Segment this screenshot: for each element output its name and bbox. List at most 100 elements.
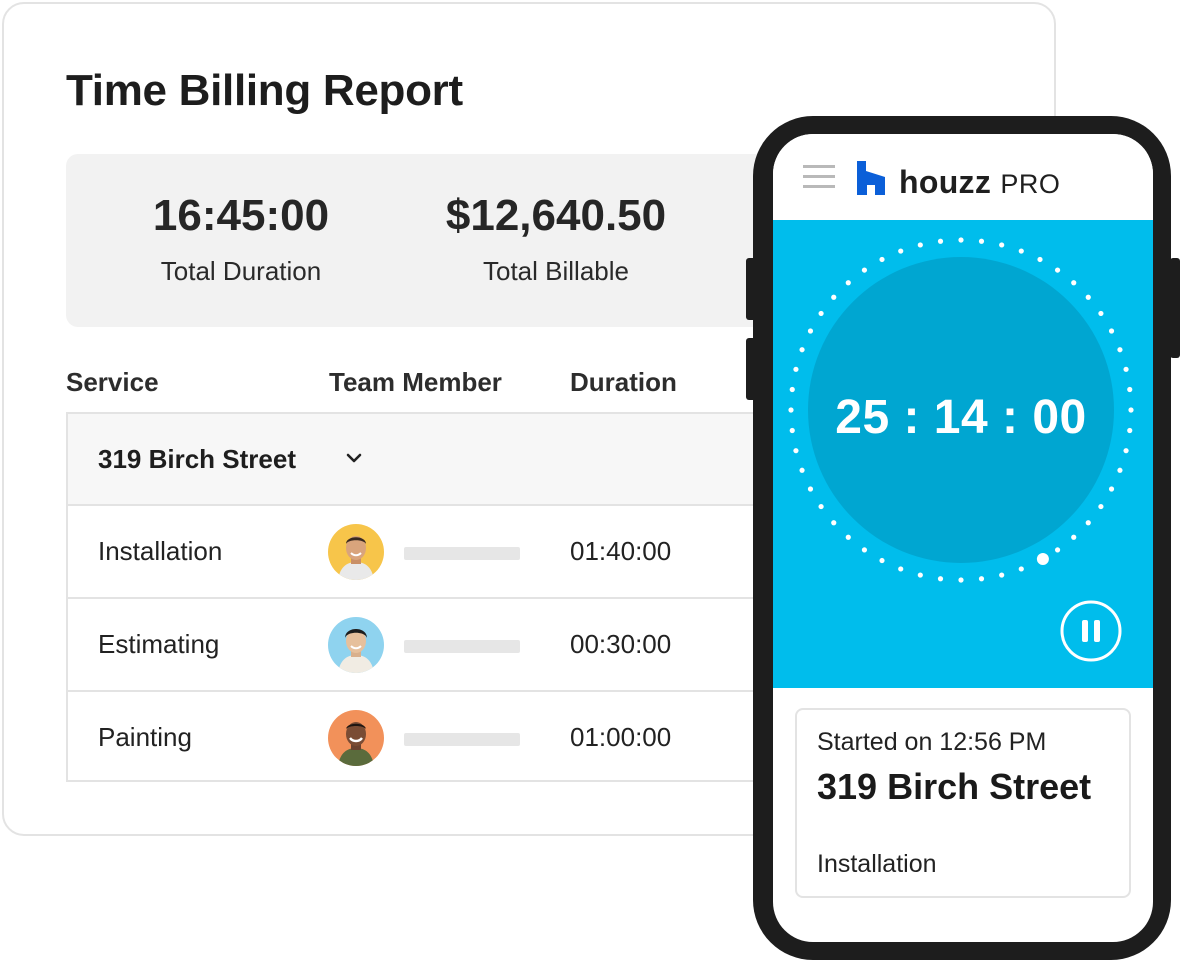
timer-dot (845, 534, 851, 540)
group-row-319-birch-street[interactable]: 319 Birch Street (68, 414, 826, 506)
timer-dot (879, 256, 885, 263)
brand-suffix: PRO (1000, 169, 1061, 199)
timer-dot (793, 366, 799, 372)
avatar (328, 617, 384, 673)
team-member-name-placeholder (404, 640, 520, 653)
timer-dot (1085, 520, 1091, 526)
total-duration-stat: 16:45:00 Total Duration (146, 194, 336, 287)
timer-dot (999, 242, 1005, 248)
total-duration-value: 16:45:00 (152, 191, 330, 240)
timer-dot (818, 503, 824, 510)
timer-dot (1098, 503, 1104, 510)
report-title: Time Billing Report (66, 66, 463, 115)
total-duration-label: Total Duration (160, 256, 322, 286)
timer-dot (807, 486, 814, 492)
timer-dot (879, 557, 885, 564)
timer-dot (861, 547, 868, 553)
timer-dot (958, 237, 964, 243)
app-header: houzz PRO (773, 134, 1153, 220)
timer-progress-dial (788, 237, 1134, 583)
timer-dot (1071, 534, 1077, 540)
timer-dial-face (808, 257, 1114, 563)
timer-dot (1127, 427, 1133, 434)
service-cell: Painting (98, 722, 192, 752)
timer-dot (917, 242, 923, 248)
timer-dot (807, 328, 814, 334)
timer-dot (1018, 248, 1024, 254)
timer-dot (789, 427, 795, 434)
timer-dot (1123, 448, 1129, 454)
pause-icon[interactable] (1060, 600, 1122, 662)
timer-dot (861, 267, 868, 273)
total-billable-label: Total Billable (483, 256, 629, 286)
phone-volume-up-button (746, 258, 756, 320)
timer-dot (1054, 267, 1061, 273)
column-header-team-member[interactable]: Team Member (329, 367, 502, 397)
group-label: 319 Birch Street (98, 444, 296, 474)
brand-name: houzz PRO (899, 164, 1060, 201)
timer-dot (937, 576, 944, 582)
timer-dot (1054, 547, 1061, 553)
timer-dot (1018, 566, 1024, 572)
timer-dot (898, 566, 904, 572)
billing-table: 319 Birch Street Installation 01:40:00 (66, 412, 826, 782)
houzz-logo-icon (857, 161, 885, 195)
timer-dot (1117, 467, 1123, 473)
timer-dot (958, 577, 964, 583)
avatar (328, 524, 384, 580)
phone-power-button (1170, 258, 1180, 358)
timer-dot (845, 280, 851, 286)
service-cell: Installation (98, 536, 223, 566)
service-cell: Estimating (98, 629, 220, 659)
timer-dot (1128, 407, 1134, 413)
table-row[interactable]: Estimating 00:30:00 (68, 599, 826, 692)
phone-screen: houzz PRO 25 : 14 : 00 Started on 12:56 … (773, 134, 1153, 942)
timer-dot (1108, 328, 1115, 334)
phone-volume-down-button (746, 338, 756, 400)
timer-dot (937, 238, 944, 244)
column-header-duration[interactable]: Duration (570, 367, 677, 397)
table-row[interactable]: Painting 01:00:00 (68, 692, 826, 782)
timer-dot (978, 576, 985, 582)
job-address: 319 Birch Street (817, 766, 1092, 807)
timer-dot (1071, 280, 1077, 286)
timer-dot (1117, 347, 1123, 353)
started-time: Started on 12:56 PM (817, 728, 1047, 756)
summary-panel: 16:45:00 Total Duration $12,640.50 Total… (66, 154, 826, 327)
timer-panel: 25 : 14 : 00 (773, 220, 1153, 688)
timer-dot (1037, 256, 1043, 263)
total-billable-stat: $12,640.50 Total Billable (421, 194, 691, 287)
timer-dot (917, 572, 923, 578)
avatar (328, 710, 384, 766)
duration-cell: 01:00:00 (570, 722, 672, 752)
chevron-down-icon[interactable] (344, 448, 364, 468)
timer-dot (1108, 486, 1115, 492)
timer-dot (799, 467, 805, 473)
duration-cell: 01:40:00 (570, 536, 672, 566)
column-header-service[interactable]: Service (66, 367, 159, 397)
timer-dot (818, 310, 824, 317)
timer-dot (793, 448, 799, 454)
timer-dot (831, 520, 837, 526)
timer-dot (789, 386, 795, 393)
hamburger-menu-icon[interactable] (803, 164, 835, 190)
team-member-name-placeholder (404, 547, 520, 560)
timer-dot (1127, 386, 1133, 393)
timer-dot (999, 572, 1005, 578)
brand-wordmark: houzz (899, 164, 992, 200)
total-billable-value: $12,640.50 (445, 191, 667, 240)
timer-readout: 25 : 14 : 00 (835, 391, 1087, 444)
duration-cell: 00:30:00 (570, 629, 672, 659)
team-member-name-placeholder (404, 733, 520, 746)
timer-dot (788, 407, 794, 413)
timer-dot (799, 347, 805, 353)
phone-device: houzz PRO 25 : 14 : 00 Started on 12:56 … (753, 116, 1171, 960)
active-timer-card[interactable]: Started on 12:56 PM 319 Birch Street Ins… (795, 708, 1131, 898)
timer-dot (1098, 310, 1104, 317)
timer-dot (1085, 294, 1091, 300)
timer-progress-marker (1036, 552, 1049, 565)
job-service: Installation (817, 850, 937, 878)
table-row[interactable]: Installation 01:40:00 (68, 506, 826, 599)
timer-dot (898, 248, 904, 254)
timer-dot (1123, 366, 1129, 372)
